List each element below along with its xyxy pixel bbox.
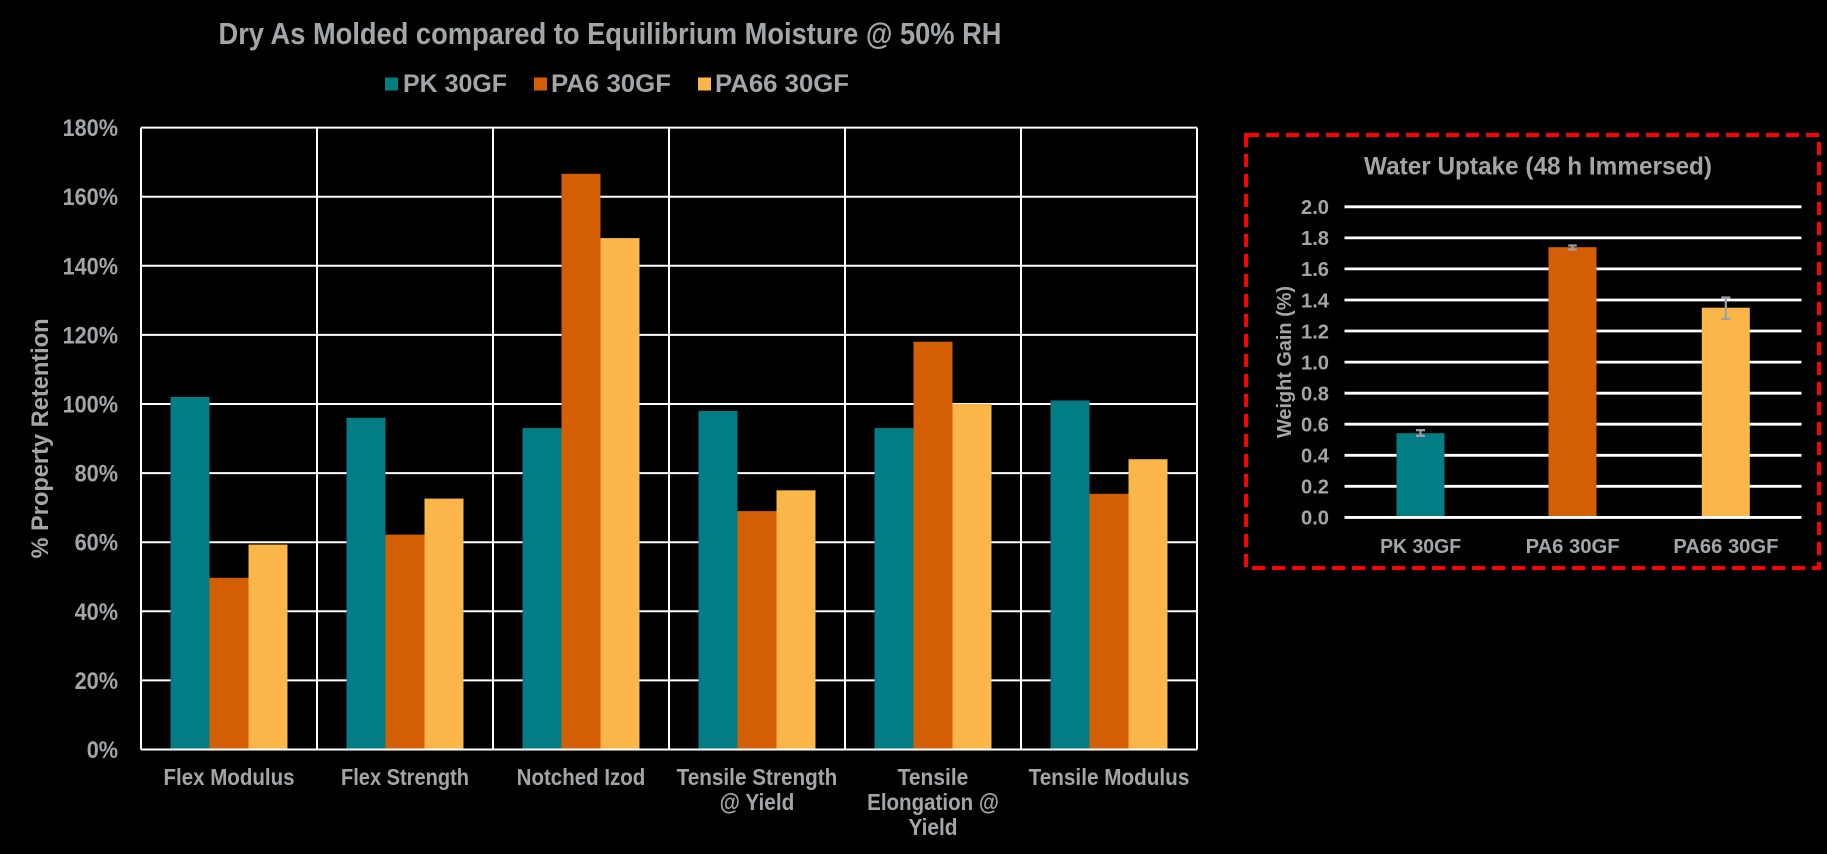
svg-text:PK 30GF: PK 30GF [403, 70, 507, 98]
svg-text:Notched Izod: Notched Izod [517, 764, 646, 790]
svg-text:PA6 30GF: PA6 30GF [551, 70, 671, 98]
svg-text:180%: 180% [63, 115, 118, 142]
svg-text:20%: 20% [75, 668, 118, 695]
svg-text:0.6: 0.6 [1301, 415, 1329, 437]
svg-text:100%: 100% [63, 392, 118, 419]
svg-text:1.2: 1.2 [1301, 321, 1329, 343]
svg-text:120%: 120% [63, 322, 118, 349]
svg-text:Flex Modulus: Flex Modulus [164, 764, 295, 790]
svg-text:2.0: 2.0 [1301, 197, 1329, 219]
svg-text:0.0: 0.0 [1301, 508, 1329, 530]
svg-text:0.2: 0.2 [1301, 477, 1329, 499]
svg-text:Water Uptake (48 h Immersed): Water Uptake (48 h Immersed) [1364, 153, 1712, 181]
svg-text:0.8: 0.8 [1301, 384, 1329, 406]
svg-text:Tensile: Tensile [898, 764, 969, 790]
svg-text:Tensile Modulus: Tensile Modulus [1029, 764, 1190, 790]
svg-text:0.4: 0.4 [1301, 446, 1330, 468]
svg-text:40%: 40% [75, 599, 118, 626]
svg-text:@ Yield: @ Yield [720, 789, 795, 815]
svg-text:160%: 160% [63, 184, 118, 211]
svg-text:0%: 0% [87, 737, 118, 764]
svg-text:Elongation @: Elongation @ [867, 789, 999, 815]
svg-text:PK 30GF: PK 30GF [1380, 536, 1461, 558]
svg-text:Tensile Strength: Tensile Strength [677, 764, 838, 790]
svg-text:% Property Retention: % Property Retention [27, 319, 54, 559]
svg-text:140%: 140% [63, 253, 118, 280]
svg-text:60%: 60% [75, 530, 118, 557]
svg-text:1.8: 1.8 [1301, 228, 1329, 250]
svg-text:Flex Strength: Flex Strength [341, 764, 469, 790]
svg-text:PA66 30GF: PA66 30GF [1673, 536, 1778, 558]
svg-text:1.4: 1.4 [1301, 290, 1330, 312]
svg-text:Weight Gain (%): Weight Gain (%) [1274, 286, 1296, 438]
svg-text:80%: 80% [75, 461, 118, 488]
svg-text:Dry As Molded compared to Equi: Dry As Molded compared to Equilibrium Mo… [219, 16, 1002, 51]
svg-text:1.0: 1.0 [1301, 352, 1329, 374]
svg-text:PA66 30GF: PA66 30GF [715, 70, 849, 98]
svg-text:PA6 30GF: PA6 30GF [1526, 536, 1620, 558]
svg-text:1.6: 1.6 [1301, 259, 1329, 281]
svg-text:Yield: Yield [909, 814, 958, 840]
